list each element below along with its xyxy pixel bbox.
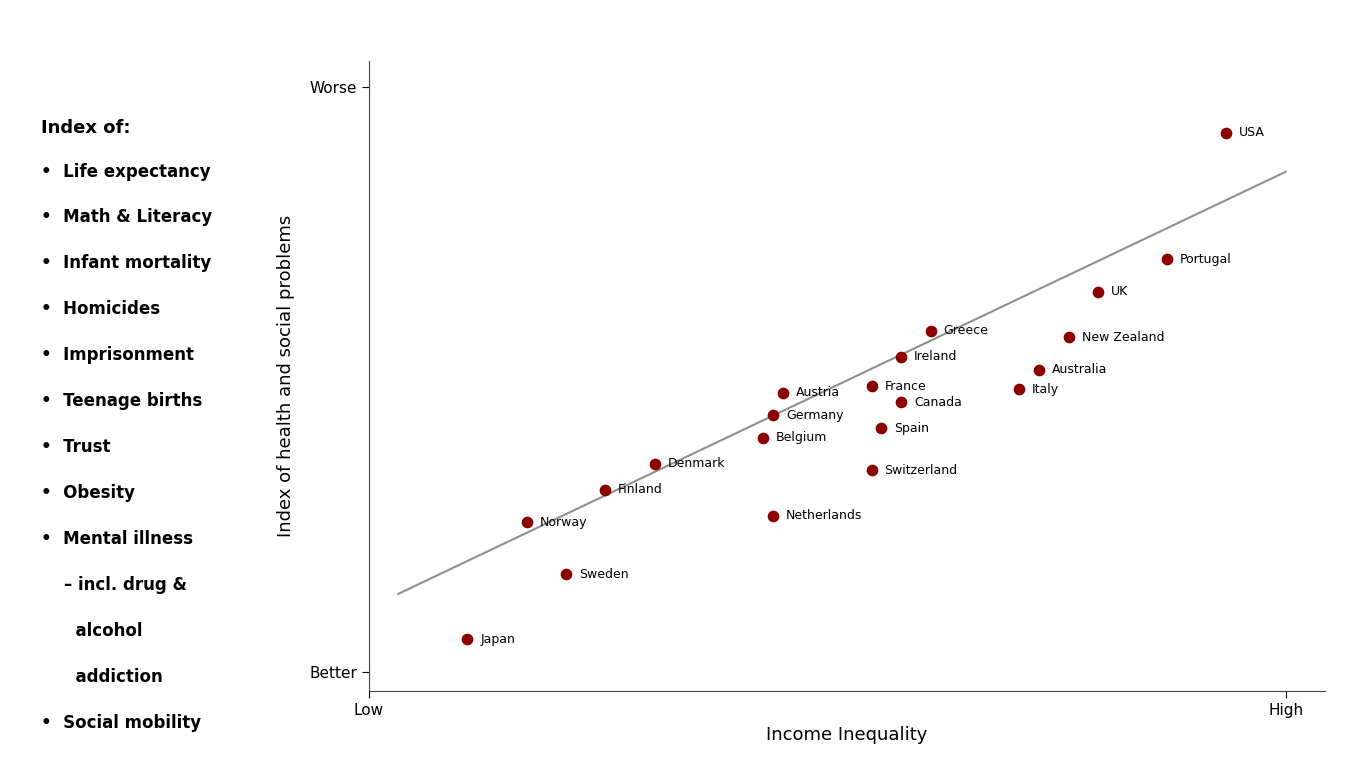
Text: •  Homicides: • Homicides bbox=[41, 300, 160, 319]
Point bbox=[861, 465, 882, 477]
Text: •  Obesity: • Obesity bbox=[41, 484, 135, 502]
Point bbox=[555, 568, 576, 581]
Text: Spain: Spain bbox=[895, 422, 929, 435]
Text: •  Life expectancy: • Life expectancy bbox=[41, 163, 210, 180]
Text: •  Mental illness: • Mental illness bbox=[41, 530, 193, 548]
Text: UK: UK bbox=[1111, 286, 1128, 299]
Text: •  Trust: • Trust bbox=[41, 439, 111, 456]
Text: Japan: Japan bbox=[481, 633, 515, 646]
Text: Greece: Greece bbox=[944, 324, 989, 337]
Text: Denmark: Denmark bbox=[668, 458, 725, 471]
Point bbox=[772, 386, 794, 399]
Text: – incl. drug &: – incl. drug & bbox=[41, 576, 187, 594]
Text: Australia: Australia bbox=[1052, 363, 1108, 376]
Text: Italy: Italy bbox=[1033, 382, 1060, 396]
Point bbox=[753, 432, 775, 444]
Text: Finland: Finland bbox=[619, 483, 663, 496]
Y-axis label: Index of health and social problems: Index of health and social problems bbox=[277, 215, 295, 538]
Text: Index of:: Index of: bbox=[41, 118, 131, 137]
Text: •  Infant mortality: • Infant mortality bbox=[41, 254, 212, 273]
Text: Netherlands: Netherlands bbox=[785, 509, 862, 522]
Text: Belgium: Belgium bbox=[776, 432, 828, 445]
Text: •  Imprisonment: • Imprisonment bbox=[41, 346, 194, 364]
Text: •  Teenage births: • Teenage births bbox=[41, 392, 202, 410]
Text: Norway: Norway bbox=[540, 516, 587, 529]
Point bbox=[643, 458, 665, 470]
Point bbox=[515, 516, 537, 528]
Text: Germany: Germany bbox=[785, 409, 843, 422]
Text: USA: USA bbox=[1239, 127, 1265, 139]
Point bbox=[891, 351, 912, 363]
Text: Switzerland: Switzerland bbox=[884, 464, 958, 477]
Text: •  Math & Literacy: • Math & Literacy bbox=[41, 208, 212, 227]
Text: France: France bbox=[884, 379, 926, 392]
Point bbox=[919, 325, 941, 337]
X-axis label: Income Inequality: Income Inequality bbox=[766, 727, 928, 744]
Point bbox=[1216, 127, 1238, 139]
Point bbox=[891, 396, 912, 409]
Text: addiction: addiction bbox=[41, 668, 163, 686]
Text: •  Social mobility: • Social mobility bbox=[41, 714, 201, 732]
Point bbox=[594, 484, 616, 496]
Text: Austria: Austria bbox=[795, 386, 840, 399]
Point bbox=[762, 409, 784, 422]
Text: New Zealand: New Zealand bbox=[1082, 331, 1164, 344]
Point bbox=[1029, 364, 1050, 376]
Point bbox=[1008, 383, 1030, 396]
Point bbox=[1057, 331, 1079, 343]
Point bbox=[870, 422, 892, 435]
Text: Ireland: Ireland bbox=[914, 350, 958, 363]
Point bbox=[762, 510, 784, 522]
Point bbox=[1087, 286, 1109, 298]
Text: Sweden: Sweden bbox=[579, 568, 628, 581]
Text: alcohol: alcohol bbox=[41, 622, 142, 640]
Point bbox=[456, 633, 478, 645]
Text: Portugal: Portugal bbox=[1180, 253, 1232, 266]
Point bbox=[861, 380, 882, 392]
Point bbox=[1157, 253, 1179, 266]
Text: Canada: Canada bbox=[914, 396, 962, 409]
